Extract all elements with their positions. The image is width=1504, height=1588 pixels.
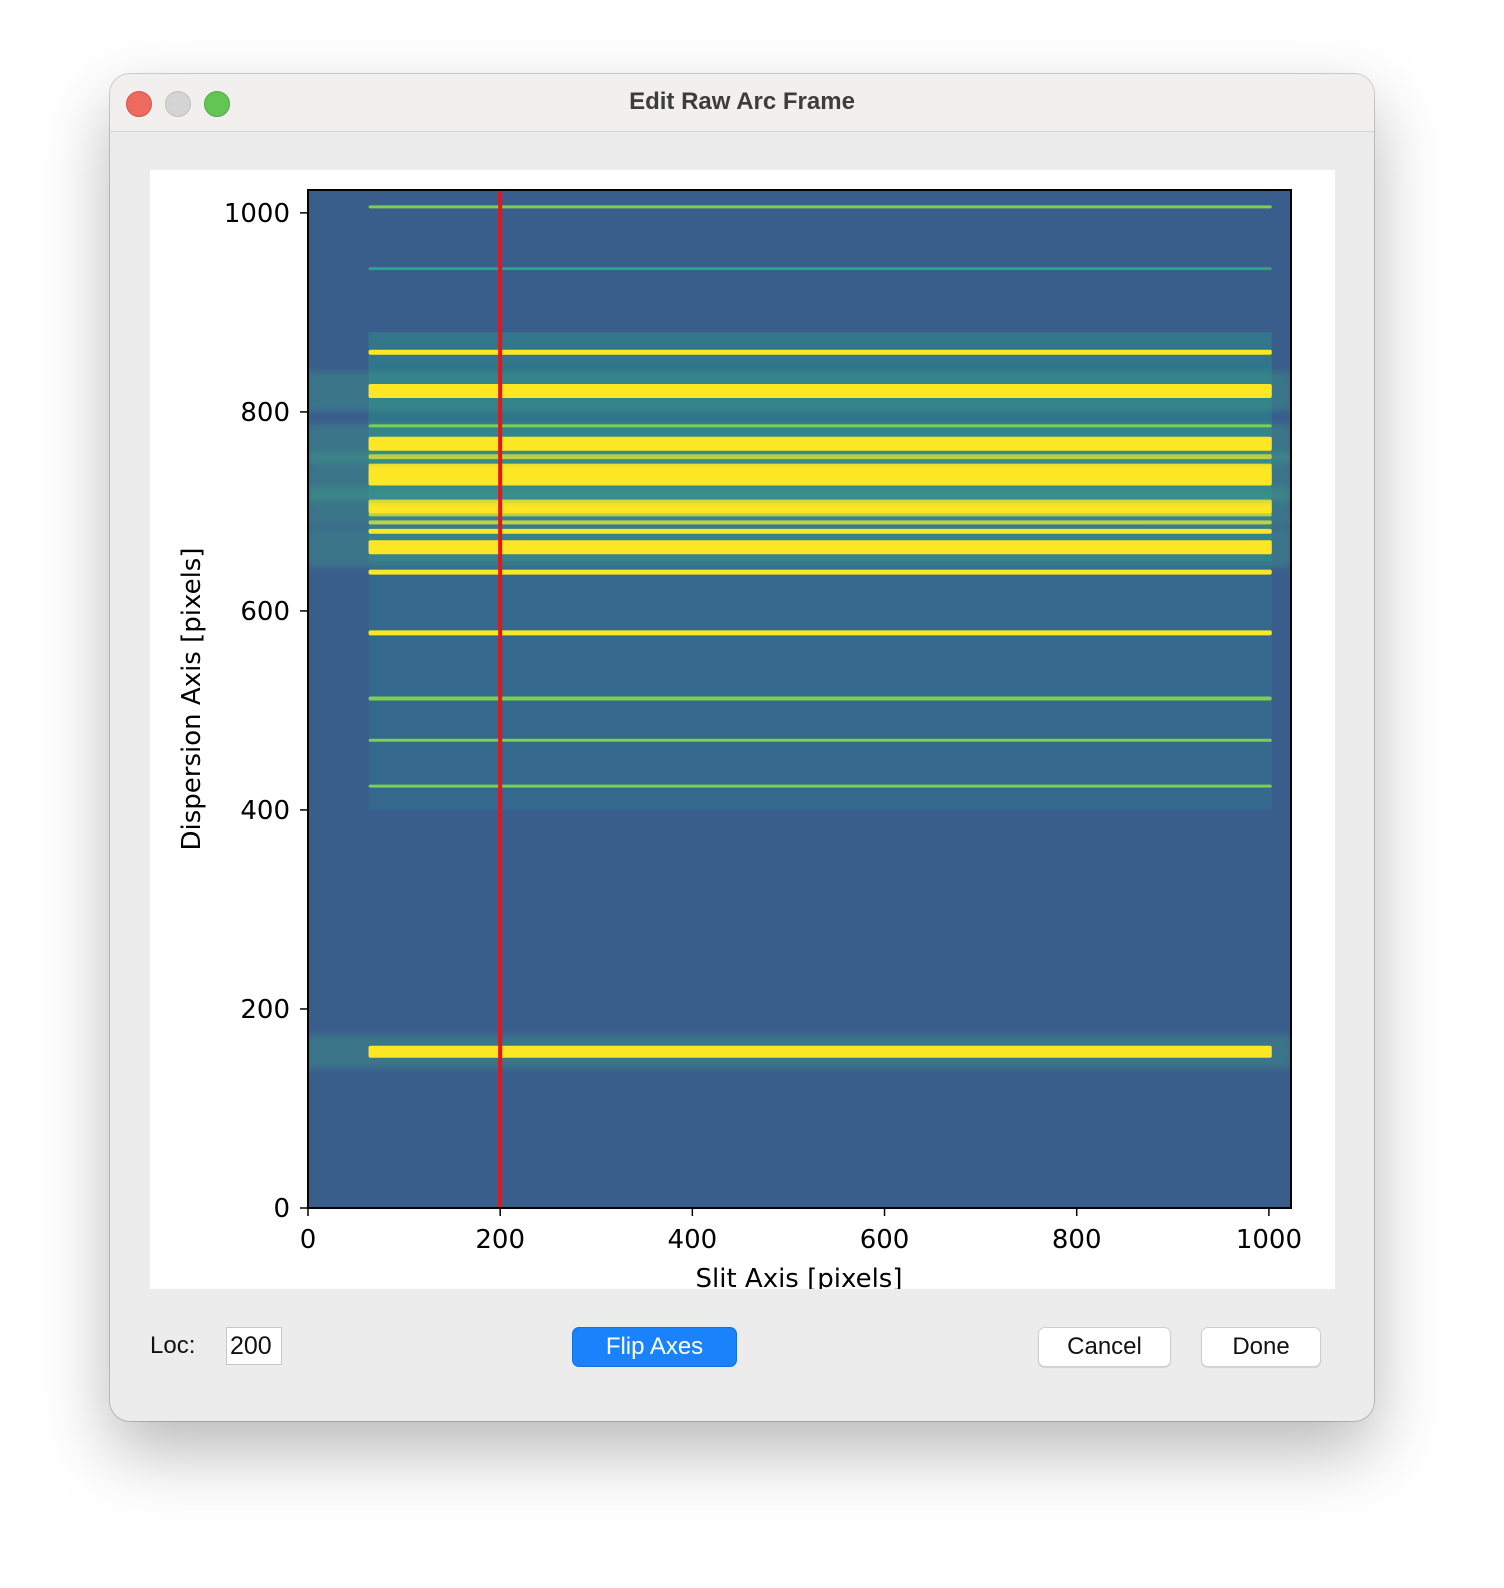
- emission-line: [368, 738, 1272, 742]
- y-tick-label: 800: [240, 398, 290, 428]
- illuminated-region-lower: [368, 561, 1272, 810]
- x-tick-label: 1000: [1236, 1225, 1302, 1255]
- x-tick-label: 800: [1052, 1225, 1102, 1255]
- loc-label: Loc:: [150, 1332, 196, 1359]
- minimize-window-button[interactable]: [165, 91, 191, 117]
- plot-frame: [307, 189, 1292, 1209]
- x-axis-label: Slit Axis [pixels]: [696, 1264, 903, 1289]
- close-window-button[interactable]: [126, 91, 152, 117]
- emission-line: [368, 540, 1272, 555]
- emission-line: [368, 499, 1272, 514]
- y-tick-label: 600: [240, 597, 290, 627]
- dialog-window: Edit Raw Arc Frame 0 200 400 600 800 1000 0 200…: [110, 74, 1374, 1421]
- emission-line: [368, 349, 1272, 355]
- emission-line: [368, 528, 1272, 534]
- emission-line: [368, 784, 1272, 788]
- y-tick-label: 1000: [224, 199, 290, 229]
- plot-panel[interactable]: 0 200 400 600 800 1000 0 200 400 600 800 1000 Slit …: [150, 170, 1335, 1289]
- x-tick-label: 200: [475, 1225, 525, 1255]
- emission-line: [368, 630, 1272, 636]
- done-button[interactable]: Done: [1201, 1327, 1321, 1367]
- emission-line: [368, 1045, 1272, 1058]
- emission-line: [368, 696, 1272, 701]
- emission-line: [368, 384, 1272, 398]
- emission-line: [368, 436, 1272, 451]
- flip-axes-button[interactable]: Flip Axes: [572, 1327, 737, 1367]
- window-title: Edit Raw Arc Frame: [629, 88, 855, 115]
- arc-frame-image[interactable]: [308, 190, 1291, 1208]
- title-bar: Edit Raw Arc Frame: [110, 74, 1374, 132]
- emission-line: [368, 463, 1272, 470]
- x-tick-label: 0: [300, 1225, 317, 1255]
- emission-line: [368, 205, 1272, 209]
- y-tick-label: 0: [273, 1194, 290, 1224]
- cancel-button[interactable]: Cancel: [1038, 1327, 1171, 1367]
- y-tick-label: 400: [240, 796, 290, 826]
- emission-line: [368, 467, 1272, 486]
- arc-frame-plot[interactable]: 0 200 400 600 800 1000 0 200 400 600 800 1000 Slit …: [150, 170, 1335, 1289]
- x-tick-label: 600: [860, 1225, 910, 1255]
- loc-input[interactable]: [226, 1327, 282, 1365]
- zoom-window-button[interactable]: [204, 91, 230, 117]
- x-tick-label: 400: [668, 1225, 718, 1255]
- y-tick-label: 200: [240, 995, 290, 1025]
- y-axis-label: Dispersion Axis [pixels]: [177, 548, 207, 851]
- emission-line: [368, 569, 1272, 575]
- emission-line: [368, 424, 1272, 428]
- axes-layer: 0 200 400 600 800 1000 0 200 400 600 800 1000: [224, 199, 1302, 1255]
- emission-line: [368, 267, 1272, 271]
